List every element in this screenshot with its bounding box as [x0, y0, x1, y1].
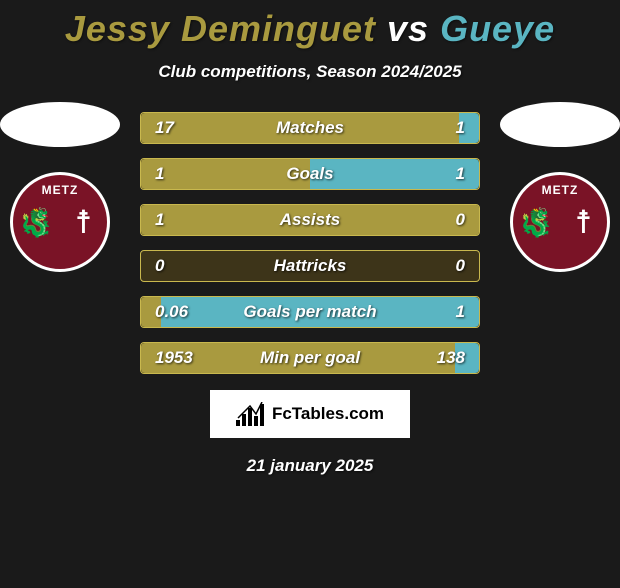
stat-value-left: 0 — [141, 256, 221, 276]
stat-value-right: 0 — [399, 256, 479, 276]
player2-name: Gueye — [440, 8, 555, 49]
stat-label: Goals — [221, 164, 399, 184]
stat-row: 0.06Goals per match1 — [140, 296, 480, 328]
stat-value-left: 1 — [141, 210, 221, 230]
subtitle: Club competitions, Season 2024/2025 — [0, 62, 620, 82]
logo-cross-icon: ☨ — [60, 175, 107, 269]
logo-dragon-icon: 🐉 — [513, 175, 560, 269]
stat-row: 0Hattricks0 — [140, 250, 480, 282]
stat-value-left: 1 — [141, 164, 221, 184]
stat-value-left: 17 — [141, 118, 221, 138]
stat-value-right: 1 — [399, 302, 479, 322]
stat-label: Matches — [221, 118, 399, 138]
date-label: 21 january 2025 — [0, 456, 620, 476]
stat-row: 17Matches1 — [140, 112, 480, 144]
vs-text: vs — [387, 8, 429, 49]
player2-avatar: METZ 🐉 ☨ — [500, 102, 620, 272]
branding-text: FcTables.com — [272, 404, 384, 424]
stat-row: 1Goals1 — [140, 158, 480, 190]
player1-head-silhouette — [0, 102, 120, 147]
stat-value-right: 138 — [399, 348, 479, 368]
comparison-title: Jessy Deminguet vs Gueye — [0, 8, 620, 50]
player2-head-silhouette — [500, 102, 620, 147]
player1-name: Jessy Deminguet — [65, 8, 376, 49]
stat-row: 1953Min per goal138 — [140, 342, 480, 374]
stats-container: 17Matches11Goals11Assists00Hattricks00.0… — [140, 112, 480, 374]
player2-club-logo: METZ 🐉 ☨ — [510, 172, 610, 272]
stat-value-right: 0 — [399, 210, 479, 230]
stat-label: Goals per match — [221, 302, 399, 322]
stat-label: Hattricks — [221, 256, 399, 276]
stat-value-left: 0.06 — [141, 302, 221, 322]
branding-badge: FcTables.com — [210, 390, 410, 438]
stat-value-left: 1953 — [141, 348, 221, 368]
stat-value-right: 1 — [399, 118, 479, 138]
stat-label: Min per goal — [221, 348, 399, 368]
player1-club-logo: METZ 🐉 ☨ — [10, 172, 110, 272]
player1-avatar: METZ 🐉 ☨ — [0, 102, 120, 272]
logo-cross-icon: ☨ — [560, 175, 607, 269]
logo-dragon-icon: 🐉 — [13, 175, 60, 269]
stat-row: 1Assists0 — [140, 204, 480, 236]
stat-value-right: 1 — [399, 164, 479, 184]
content-area: METZ 🐉 ☨ METZ 🐉 ☨ 17Matches11Goals11Assi… — [0, 112, 620, 476]
stat-label: Assists — [221, 210, 399, 230]
fctables-icon — [236, 402, 266, 426]
